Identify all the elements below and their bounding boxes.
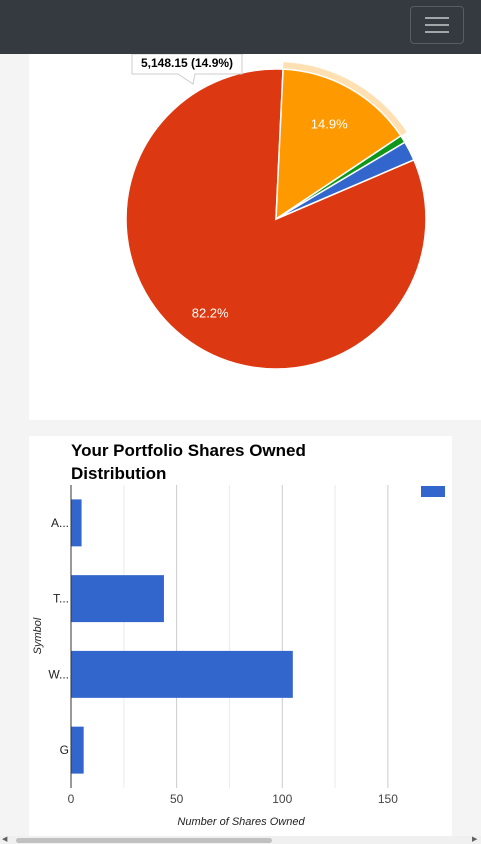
- scrollbar-thumb[interactable]: [16, 838, 272, 843]
- horizontal-scrollbar[interactable]: ◀ ▶: [0, 836, 481, 844]
- bar-chart-title: Distribution: [71, 464, 166, 483]
- bar[interactable]: [71, 575, 164, 623]
- y-tick-label: W...: [48, 667, 69, 681]
- x-tick-label: 50: [170, 792, 184, 806]
- hamburger-icon: [425, 17, 449, 19]
- bar[interactable]: [71, 650, 293, 698]
- pie-slice-label: 14.9%: [311, 116, 348, 131]
- scroll-left-icon[interactable]: ◀: [2, 836, 8, 843]
- x-tick-label: 150: [378, 792, 398, 806]
- scroll-right-icon[interactable]: ▶: [472, 836, 478, 843]
- pie-slice-label: 82.2%: [192, 305, 229, 320]
- top-navbar: [0, 0, 481, 54]
- navbar-toggle-button[interactable]: [410, 6, 464, 44]
- y-tick-label: T...: [53, 592, 69, 606]
- bar[interactable]: [71, 499, 82, 547]
- pie-slice[interactable]: [275, 141, 415, 220]
- bar-chart: Your Portfolio Shares Owned Distribution A…: [32, 441, 445, 828]
- bar-chart-card: Your Portfolio Shares Owned Distribution A…: [29, 436, 452, 836]
- pie-chart: 82.2% 14.9% 5,148.15 (14.9%): [125, 54, 427, 370]
- pie-chart-card: 82.2% 14.9% 5,148.15 (14.9%): [29, 54, 481, 420]
- pie-slice[interactable]: [275, 68, 402, 221]
- legend-swatch: [421, 486, 445, 497]
- pie-tooltip: 5,148.15 (14.9%): [131, 54, 243, 85]
- bar-chart-title: Your Portfolio Shares Owned: [71, 441, 306, 460]
- x-tick-label: 100: [272, 792, 292, 806]
- y-tick-label: G: [60, 743, 69, 757]
- x-tick-label: 0: [68, 792, 75, 806]
- y-axis-title: Symbol: [32, 617, 44, 654]
- x-axis-title: Number of Shares Owned: [177, 816, 305, 828]
- y-tick-label: A...: [51, 516, 69, 530]
- pie-tooltip-text: 5,148.15 (14.9%): [141, 56, 233, 70]
- bar[interactable]: [71, 726, 84, 774]
